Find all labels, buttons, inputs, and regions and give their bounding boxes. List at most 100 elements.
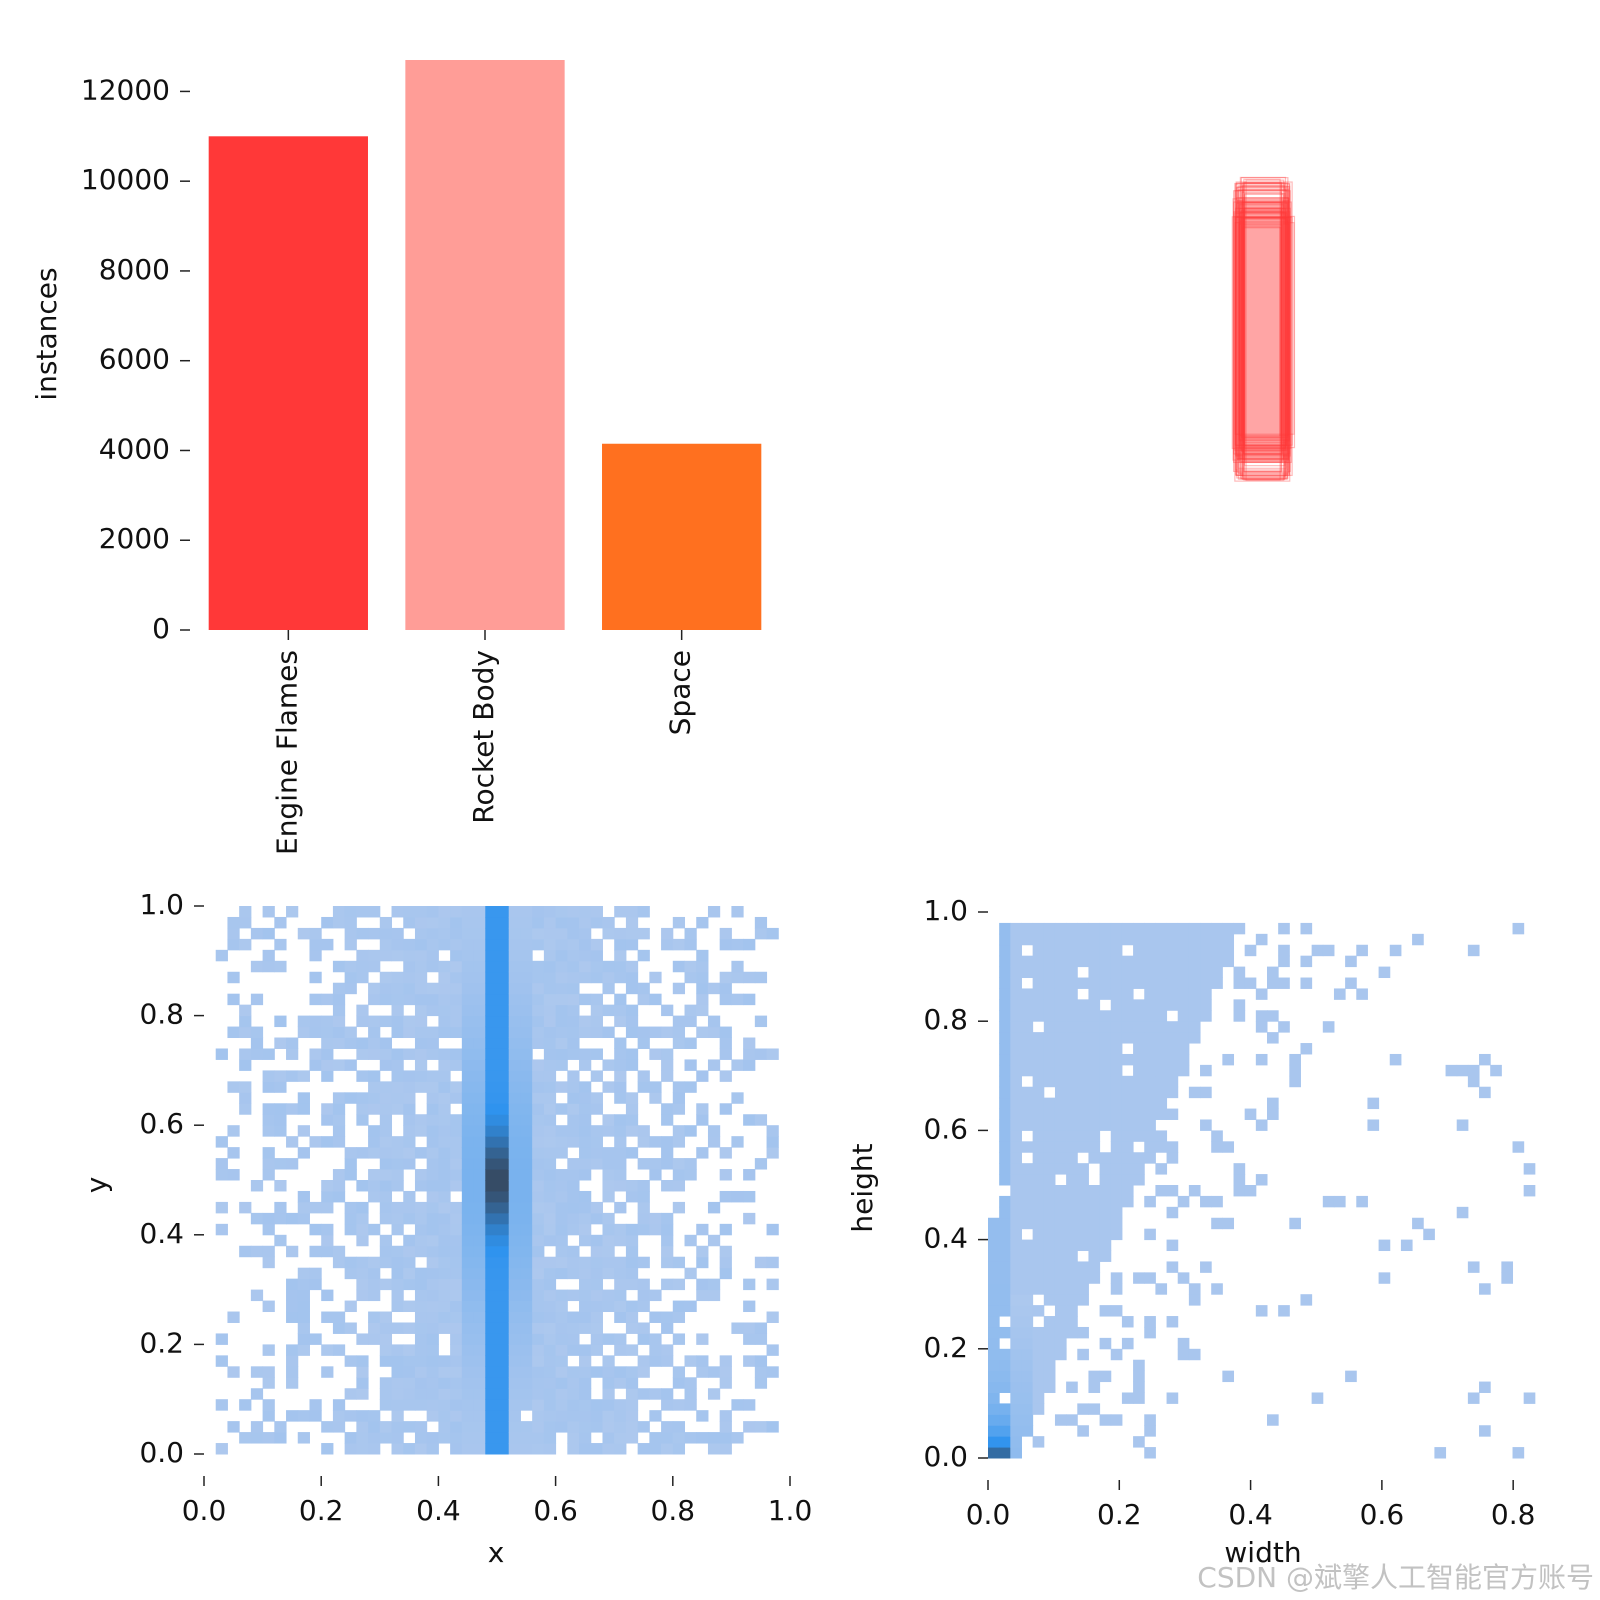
wh-hist-cell: [1099, 1010, 1112, 1022]
xy-hist-cell: [520, 1180, 533, 1192]
xy-hist-cell: [297, 1344, 310, 1356]
xy-hist-cell: [532, 1147, 545, 1159]
xy-hist-cell: [637, 1037, 650, 1049]
xy-hist-cell: [461, 949, 475, 962]
watermark: CSDN @斌擎人工智能官方账号: [1197, 1561, 1594, 1594]
xy-hist-cell: [215, 1201, 228, 1214]
xy-hist-cell: [497, 1048, 510, 1060]
wh-hist-cell: [1077, 1064, 1089, 1077]
xy-hist-cell: [497, 1388, 510, 1400]
xy-hist-cell: [661, 1070, 674, 1082]
xy-hist-cell: [497, 1432, 510, 1444]
xy-hist-cell: [754, 1355, 768, 1367]
xy-hist-cell: [532, 1267, 545, 1280]
xy-hist-cell: [426, 1190, 439, 1203]
xy-hist-cell: [543, 1169, 557, 1181]
wh-hist-cell: [1177, 944, 1190, 957]
xy-hist-cell: [661, 1399, 674, 1411]
xy-hist-cell: [696, 1289, 709, 1302]
xy-hist-cell: [497, 1059, 510, 1071]
xy-hist-cell: [438, 1355, 451, 1367]
xy-hist-cell: [461, 1037, 475, 1049]
xy-hist-cell: [368, 1333, 381, 1345]
xy-hist-cell: [567, 1026, 580, 1039]
wh-hist-cell: [1032, 1108, 1045, 1120]
wh-hist-cell: [1032, 933, 1045, 946]
xy-hist-cell: [520, 1344, 533, 1356]
xy-hist-cell: [508, 938, 521, 951]
wh-hist-cell: [1010, 1010, 1022, 1022]
wh-hist-cell: [1066, 1086, 1078, 1099]
xy-hist-cell: [508, 1344, 521, 1356]
xy-hist-cell: [567, 1212, 580, 1225]
xy-hist-cell: [356, 1421, 369, 1433]
xy-hist-cell: [262, 1432, 275, 1444]
wh-hist-cell: [1166, 1185, 1179, 1197]
xy-hist-cell: [532, 1201, 545, 1214]
xy-hist-cell: [403, 1245, 416, 1258]
xy-hist-cell: [473, 971, 486, 984]
wh-hist-cell: [999, 1261, 1011, 1273]
wh-hist-cell: [1043, 1250, 1056, 1262]
xy-hist-cell: [485, 1432, 498, 1444]
wh-hist-cell: [1121, 1392, 1134, 1404]
xy-hist-cell: [543, 938, 557, 951]
xy-hist-cell: [625, 1190, 639, 1203]
wh-hist-cell: [1133, 1119, 1145, 1131]
xy-hist-cell: [344, 1300, 357, 1313]
wh-hist-cell: [999, 1414, 1011, 1426]
xy-hist-cell: [485, 1026, 498, 1039]
wh-hist-cell: [1133, 1174, 1145, 1186]
xy-hist-cell: [567, 1399, 580, 1411]
xy-hist-cell: [262, 960, 275, 973]
wh-hist-cell: [1188, 977, 1201, 989]
xy-hist-cell: [614, 1037, 627, 1049]
xy-hist-cell: [414, 1070, 428, 1082]
xy-hist-cell: [497, 1212, 510, 1225]
wh-hist-cell: [1378, 1272, 1391, 1284]
xy-hist-cell: [485, 1256, 498, 1269]
xy-hist-cell: [426, 1026, 439, 1039]
wh-hist-cell: [1021, 1053, 1034, 1066]
xy-hist-cell: [274, 1432, 287, 1444]
wh-hist-cell: [988, 1447, 1000, 1459]
wh-hist-cell: [1043, 977, 1056, 989]
wh-hist-cell: [988, 1348, 1000, 1361]
xy-hist-cell: [661, 1004, 674, 1017]
xy-hist-cell: [403, 1070, 416, 1082]
xy-hist-cell: [403, 1399, 416, 1411]
wh-hist-cell: [999, 1163, 1011, 1175]
xy-hist-cell: [356, 1048, 369, 1060]
wh-hist-cell: [1188, 1185, 1201, 1197]
xy-hist-cell: [743, 1114, 756, 1126]
xy-hist-cell: [543, 1212, 557, 1225]
wh-hist-cell: [1043, 1195, 1056, 1208]
xy-hist-cell: [321, 1190, 334, 1203]
xy-hist-cell: [614, 1004, 627, 1017]
wh-hist-cell: [1021, 1119, 1034, 1131]
wh-hist-cell: [1144, 944, 1156, 957]
xy-hist-cell: [262, 1256, 275, 1269]
overlay-box: [1240, 218, 1288, 445]
wh-hist-cell: [1077, 1425, 1089, 1437]
wh-hist-cell: [1088, 1261, 1101, 1273]
xy-hist-cell: [461, 916, 475, 929]
xy-hist-cell: [579, 971, 592, 984]
wh-hist-cell: [1054, 1075, 1067, 1088]
xy-hist-cell: [731, 1092, 744, 1104]
wh-hist-cell: [1479, 1283, 1491, 1295]
xy-hist-cell: [520, 1421, 533, 1433]
xy-hist-cell: [567, 993, 580, 1006]
xy-hist-cell: [321, 1048, 334, 1060]
xy-hist-cell: [590, 1344, 603, 1356]
xy-hist-cell: [286, 1344, 299, 1356]
wh-hist-cell: [1155, 933, 1168, 946]
xy-hist-cell: [438, 1366, 451, 1378]
xy-hist-cell: [379, 1190, 393, 1203]
xy-hist-cell: [321, 1114, 334, 1126]
wh-hist-cell: [1066, 1326, 1078, 1339]
wh-hist-cell: [999, 1436, 1011, 1448]
xy-hist-cell: [672, 1278, 686, 1291]
xy-hist-cell: [403, 1267, 416, 1280]
xy-hist-cell: [602, 1081, 615, 1093]
